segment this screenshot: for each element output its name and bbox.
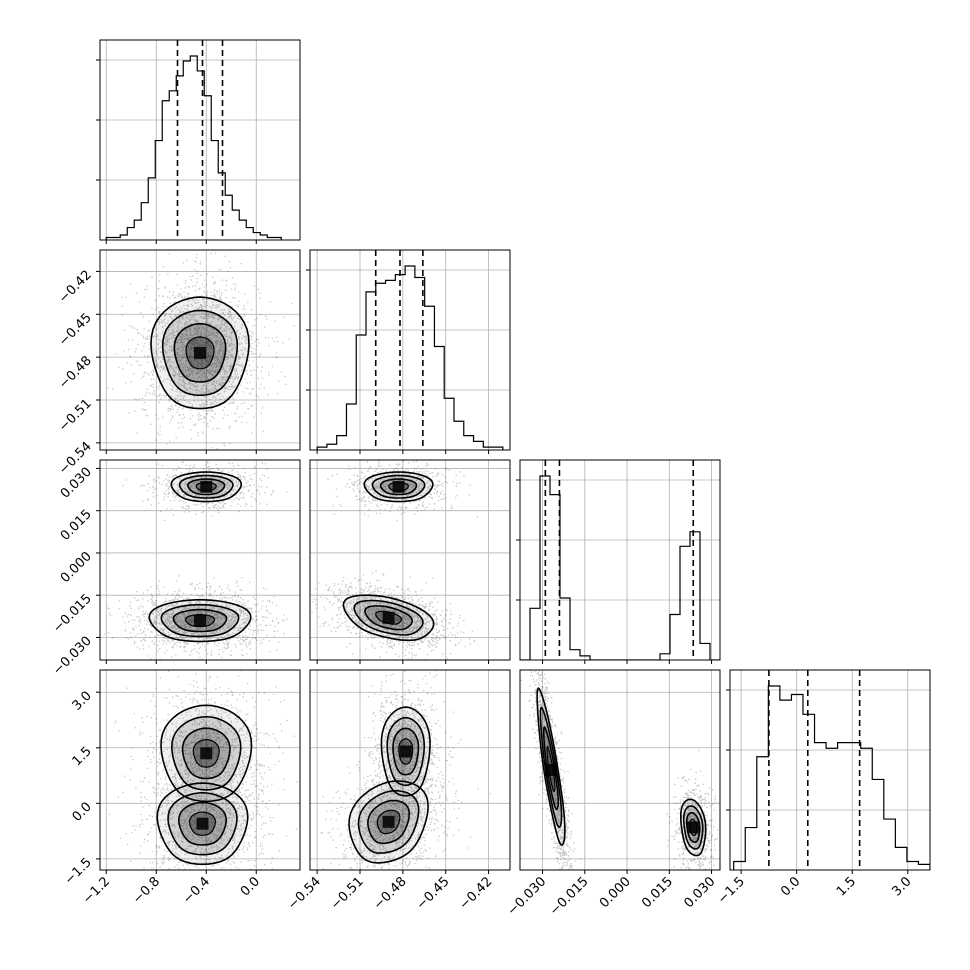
panel-frame (99, 459, 301, 661)
density-core (194, 614, 206, 627)
density-panel-3-2 (519, 669, 721, 871)
y-tick-label: −0.51 (56, 396, 95, 435)
panel-frame (729, 669, 931, 871)
x-tick-label: −0.8 (130, 874, 163, 907)
histogram-step (105, 55, 282, 240)
panel-content (520, 670, 720, 870)
density-core (382, 815, 395, 828)
panel-frame (309, 459, 511, 661)
density-core (687, 821, 700, 834)
y-tick-label: −0.015 (50, 591, 95, 636)
x-tick-label: −1.5 (715, 874, 748, 907)
panel-frame (309, 249, 511, 451)
x-tick-label: −0.4 (180, 874, 213, 907)
panel-frame (99, 39, 301, 241)
y-tick-label: −0.45 (56, 311, 95, 350)
histogram-step (316, 265, 504, 450)
histogram-step (520, 475, 720, 660)
x-tick-label: −0.51 (328, 874, 367, 913)
density-panel-2-0 (99, 459, 301, 661)
panel-frame (519, 669, 721, 871)
histogram-panel-2 (516, 459, 721, 661)
x-tick-label: 0.015 (639, 874, 676, 911)
density-panel-3-1 (309, 669, 511, 871)
x-tick-label: −0.54 (285, 874, 324, 913)
x-tick-label: 1.5 (834, 874, 859, 899)
x-tick-label: −0.030 (505, 874, 550, 919)
density-panel-1-0 (99, 249, 301, 451)
histogram-panel-1 (306, 249, 511, 451)
y-tick-label: −0.030 (50, 634, 95, 679)
scatter-cloud (104, 461, 288, 660)
panel-content (100, 460, 300, 660)
x-tick-label: −1.2 (80, 874, 113, 907)
histogram-panel-0 (96, 39, 301, 241)
x-tick-label: 0.0 (778, 874, 803, 899)
density-core (194, 346, 206, 359)
histogram-step (733, 685, 930, 870)
x-tick-label: 3.0 (889, 874, 914, 899)
density-core (392, 480, 405, 493)
histogram-panel-3 (726, 669, 931, 871)
y-tick-label: 1.5 (70, 744, 95, 769)
panel-frame (99, 669, 301, 871)
x-tick-label: −0.42 (457, 874, 496, 913)
y-tick-label: 0.015 (58, 507, 95, 544)
density-core (200, 747, 213, 760)
x-tick-label: −0.48 (371, 874, 410, 913)
density-core (200, 480, 213, 493)
x-tick-label: −0.45 (414, 874, 453, 913)
y-tick-label: −0.42 (56, 268, 95, 307)
y-tick-label: 0.0 (70, 800, 95, 825)
panel-content (100, 250, 300, 450)
panel-frame (309, 669, 511, 871)
density-core (399, 745, 412, 758)
x-tick-label: 0.0 (238, 874, 263, 899)
x-tick-label: 0.000 (597, 874, 634, 911)
density-core (382, 611, 395, 624)
y-tick-label: −1.5 (62, 855, 95, 888)
panel-frame (99, 249, 301, 451)
density-core (196, 817, 209, 830)
panel-content (310, 670, 510, 870)
density-panel-3-0 (99, 669, 301, 871)
y-tick-label: 3.0 (70, 688, 95, 713)
y-tick-label: −0.48 (56, 353, 95, 392)
density-panel-2-1 (309, 459, 511, 661)
y-tick-label: 0.000 (58, 549, 95, 586)
density-core (544, 764, 557, 776)
x-tick-label: −0.015 (547, 874, 592, 919)
panel-content (100, 670, 300, 870)
panel-frame (519, 459, 721, 661)
panel-content (310, 460, 510, 660)
x-tick-label: 0.030 (681, 874, 718, 911)
